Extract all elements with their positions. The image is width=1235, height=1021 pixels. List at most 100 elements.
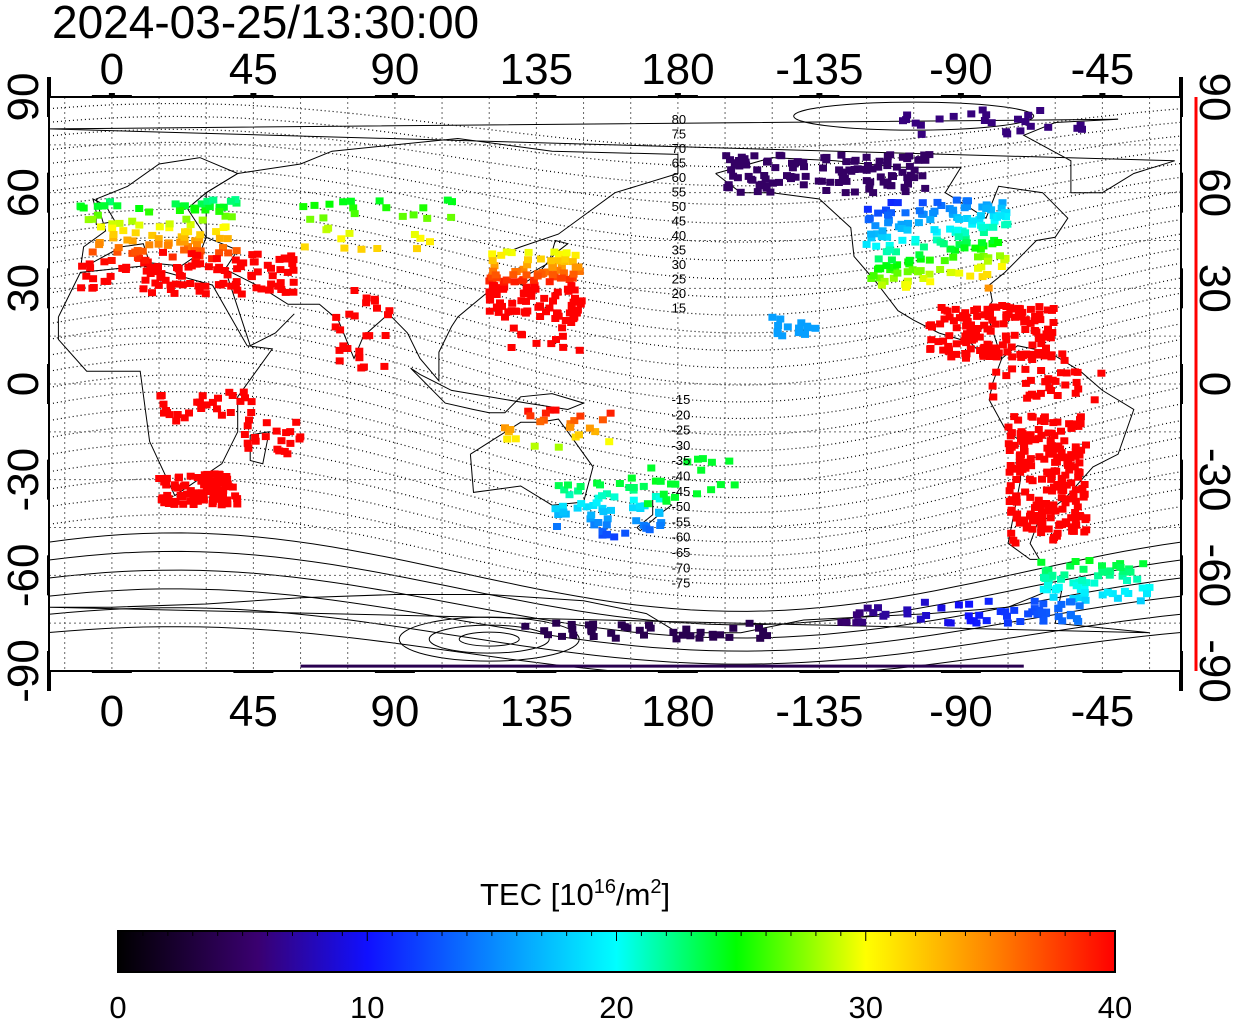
tec-cell xyxy=(257,285,266,293)
tec-cell xyxy=(1033,610,1042,618)
tec-cell xyxy=(926,216,935,224)
tec-cell xyxy=(569,631,578,639)
tec-cell xyxy=(93,202,102,210)
bottom-lon-label: 0 xyxy=(100,687,124,736)
tec-cell xyxy=(346,197,355,205)
tec-cell xyxy=(1024,111,1033,119)
tec-cell xyxy=(485,288,494,296)
tec-cell xyxy=(547,257,556,265)
tec-cell xyxy=(1049,419,1058,427)
tec-cell xyxy=(186,221,195,229)
tec-cell xyxy=(545,304,554,312)
tec-cell xyxy=(963,215,972,222)
mlat-contour xyxy=(49,102,1181,149)
tec-cell xyxy=(820,154,829,162)
tec-cell xyxy=(659,490,668,498)
tec-cell xyxy=(173,411,182,418)
mlat-contour xyxy=(49,390,1181,499)
tec-cell xyxy=(575,267,584,275)
tec-cell xyxy=(963,319,971,327)
tec-cell xyxy=(524,248,533,256)
tec-cell xyxy=(1021,326,1030,333)
tec-cell xyxy=(939,337,948,345)
tec-cell xyxy=(350,287,359,294)
tec-cell xyxy=(209,196,218,204)
tec-cell xyxy=(217,411,226,419)
tec-cell xyxy=(426,238,434,246)
tec-cell xyxy=(683,458,692,466)
tec-cell xyxy=(1013,510,1022,518)
tec-cell xyxy=(1085,557,1094,564)
tec-cell xyxy=(930,226,939,234)
tec-cell xyxy=(1021,464,1030,472)
contour-label-south: -40 xyxy=(672,469,691,484)
tec-cell xyxy=(742,161,751,169)
tec-cell xyxy=(548,271,557,279)
tec-cell xyxy=(940,306,949,314)
tec-cell xyxy=(954,226,963,234)
mlat-contour xyxy=(49,477,1181,571)
tec-cell xyxy=(325,200,334,208)
tec-cell xyxy=(964,197,972,205)
tec-cell xyxy=(215,249,224,257)
tec-cell xyxy=(107,257,116,264)
tec-cell xyxy=(876,173,885,181)
tec-cell xyxy=(262,419,271,427)
tec-cell xyxy=(963,203,971,210)
tec-cell xyxy=(1052,467,1061,475)
tec-cell xyxy=(678,631,687,639)
tec-cell xyxy=(1028,525,1037,533)
tec-cell xyxy=(551,292,560,300)
tec-cell xyxy=(263,261,272,269)
tec-cell xyxy=(141,256,150,264)
tec-cell xyxy=(310,201,319,209)
tec-cell xyxy=(911,119,920,127)
tec-cell xyxy=(175,207,184,214)
tec-cell xyxy=(240,431,249,438)
bottom-lon-label: 90 xyxy=(370,687,419,736)
tec-cell xyxy=(1078,484,1087,492)
tec-cell xyxy=(247,273,256,281)
tec-cell xyxy=(962,339,971,347)
tec-cell xyxy=(869,609,878,617)
tec-cell xyxy=(542,308,550,316)
tec-cell xyxy=(89,284,98,291)
tec-cell xyxy=(193,398,202,406)
tec-cell xyxy=(774,322,783,329)
contour-label-south: -35 xyxy=(672,453,691,468)
tec-cell xyxy=(983,325,992,333)
tec-cell xyxy=(599,508,608,516)
tec-cell xyxy=(934,338,943,346)
tec-cell xyxy=(191,259,200,267)
tec-cell xyxy=(862,177,871,185)
tec-cell xyxy=(337,235,346,243)
tec-cell xyxy=(655,495,664,503)
tec-cell xyxy=(1048,571,1057,579)
tec-cell xyxy=(197,405,206,412)
tec-cell xyxy=(288,260,297,267)
tec-cell xyxy=(1026,455,1035,463)
tec-cell xyxy=(837,168,846,176)
tec-cell xyxy=(1036,502,1045,510)
tec-cell xyxy=(276,279,285,287)
tec-cell xyxy=(577,297,586,305)
tec-cell xyxy=(1037,367,1046,374)
tec-cell xyxy=(1010,331,1019,339)
tec-cell xyxy=(540,294,549,302)
colorbar-tick-label: 0 xyxy=(109,990,126,1021)
tec-cell xyxy=(186,472,195,480)
tec-cell xyxy=(215,207,224,215)
tec-cell xyxy=(707,486,716,494)
tec-cell xyxy=(1070,463,1079,471)
tec-cell xyxy=(996,212,1005,220)
tec-cell xyxy=(1057,494,1066,502)
tec-cell xyxy=(448,198,456,206)
tec-cell xyxy=(567,301,576,309)
tec-cell xyxy=(656,522,665,529)
tec-cell xyxy=(510,278,519,286)
contour-label-south: -45 xyxy=(672,484,691,499)
tec-cell xyxy=(287,252,296,260)
tec-cell xyxy=(135,221,144,229)
contour-label-north: 40 xyxy=(672,228,686,243)
tec-cell xyxy=(874,604,882,612)
